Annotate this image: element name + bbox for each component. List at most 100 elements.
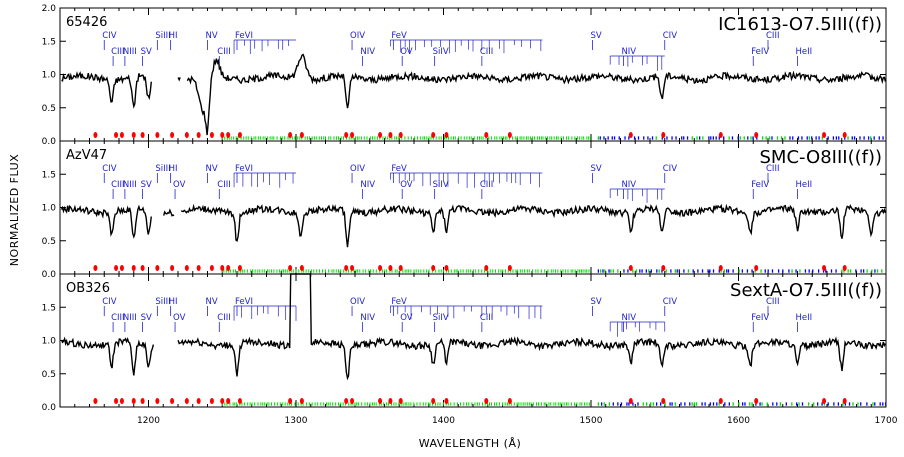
- ion-label: SiIV: [433, 313, 449, 323]
- strong-line-marker: [388, 398, 393, 405]
- ion-label: OIV: [350, 297, 365, 307]
- ion-label: OIV: [350, 164, 365, 174]
- strong-line-marker: [484, 265, 489, 272]
- strong-line-marker: [431, 398, 436, 405]
- ion-label: FeV: [391, 164, 407, 174]
- strong-line-marker: [628, 265, 633, 272]
- strong-line-marker: [378, 265, 383, 272]
- strong-line-marker: [507, 265, 512, 272]
- strong-line-marker: [822, 265, 827, 272]
- strong-line-marker: [131, 265, 136, 272]
- strong-line-marker: [237, 132, 242, 139]
- strong-line-marker: [350, 132, 355, 139]
- ion-label: HeII: [796, 313, 813, 323]
- strong-line-marker: [822, 132, 827, 139]
- ion-label: NIV: [621, 47, 636, 57]
- strong-line-marker: [155, 265, 160, 272]
- star-name: AzV47: [66, 148, 107, 163]
- strong-line-marker: [842, 265, 847, 272]
- strong-line-marker: [718, 265, 723, 272]
- ion-label: OV: [400, 180, 413, 190]
- y-tick-label: 1.0: [42, 71, 57, 81]
- ion-label: FeVI: [235, 31, 253, 41]
- ion-label: NIII: [123, 313, 137, 323]
- strong-line-marker: [237, 265, 242, 272]
- strong-line-marker: [388, 132, 393, 139]
- ion-label: CIV: [102, 297, 116, 307]
- ion-label: CIII: [217, 313, 230, 323]
- ion-label: CIII: [111, 47, 124, 57]
- strong-line-marker: [170, 265, 175, 272]
- ion-label: HI: [169, 31, 178, 41]
- spectrum-line: [60, 203, 887, 248]
- y-tick-label: 1.5: [42, 170, 56, 180]
- ion-label: NIV: [621, 180, 636, 190]
- y-axis-label: NORMALIZED FLUX: [8, 154, 21, 266]
- strong-line-marker: [628, 132, 633, 139]
- ion-label: NIV: [360, 313, 375, 323]
- ion-label: NV: [206, 297, 218, 307]
- y-tick-label: 2.0: [42, 4, 57, 14]
- ion-label: NV: [206, 31, 218, 41]
- ion-label: FeV: [391, 297, 407, 307]
- ion-label: FeIV: [751, 180, 769, 190]
- ion-label: HeII: [796, 47, 813, 57]
- y-tick-label: 1.0: [42, 204, 57, 214]
- strong-line-marker: [93, 132, 98, 139]
- strong-line-marker: [444, 265, 449, 272]
- ion-label: SiIII: [155, 164, 170, 174]
- ion-label: OV: [173, 313, 186, 323]
- strong-line-marker: [140, 132, 145, 139]
- strong-line-marker: [299, 132, 304, 139]
- ion-label: NIII: [123, 180, 137, 190]
- strong-line-marker: [299, 265, 304, 272]
- strong-line-marker: [754, 132, 759, 139]
- x-tick-label: 1200: [137, 416, 160, 426]
- strong-line-marker: [226, 265, 231, 272]
- strong-line-marker: [718, 132, 723, 139]
- strong-line-marker: [119, 265, 124, 272]
- star-name: 65426: [66, 15, 107, 30]
- strong-line-marker: [507, 132, 512, 139]
- y-tick-label: 1.5: [42, 303, 56, 313]
- strong-line-marker: [754, 265, 759, 272]
- strong-line-marker: [131, 132, 136, 139]
- x-axis: 1200 1300 1400 1500 1600 1700: [137, 416, 898, 426]
- ion-label: SV: [141, 180, 152, 190]
- strong-line-marker: [237, 398, 242, 405]
- strong-line-marker: [444, 132, 449, 139]
- ion-label: CIII: [480, 313, 493, 323]
- x-tick-label: 1500: [580, 416, 603, 426]
- ion-label: NIII: [123, 47, 137, 57]
- star-name: OB326: [66, 281, 110, 296]
- ion-label: SV: [590, 31, 601, 41]
- y-tick-label: 0.0: [42, 403, 57, 413]
- panel-3: 0.0 0.5 1.0 1.5 OB326 SextA-O7.5III((f)) CIV CI…: [42, 273, 887, 413]
- ion-label: FeVI: [235, 164, 253, 174]
- strong-line-marker: [388, 265, 393, 272]
- ion-label: SV: [590, 297, 601, 307]
- strong-line-marker: [288, 398, 293, 405]
- ion-label: HI: [169, 164, 178, 174]
- ion-label: CIV: [663, 297, 677, 307]
- strong-line-marker: [431, 265, 436, 272]
- strong-line-marker: [718, 398, 723, 405]
- ion-label: HeII: [796, 180, 813, 190]
- ion-label: OV: [400, 47, 413, 57]
- ion-label: OIV: [350, 31, 365, 41]
- strong-line-marker: [226, 132, 231, 139]
- ion-label: SV: [590, 164, 601, 174]
- strong-line-marker: [299, 398, 304, 405]
- strong-line-marker: [140, 265, 145, 272]
- ion-label: OV: [173, 180, 186, 190]
- strong-line-marker: [196, 132, 201, 139]
- ion-label: SiIII: [155, 31, 170, 41]
- strong-line-marker: [431, 132, 436, 139]
- ion-label: CIII: [766, 31, 779, 41]
- strong-line-marker: [507, 398, 512, 405]
- ion-label: CIV: [102, 164, 116, 174]
- ion-label: NIV: [360, 47, 375, 57]
- ion-label: NIV: [360, 180, 375, 190]
